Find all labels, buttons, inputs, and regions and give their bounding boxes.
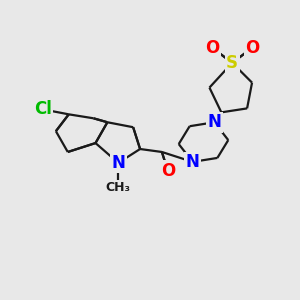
Text: N: N <box>208 113 221 131</box>
Text: O: O <box>245 39 259 57</box>
Text: O: O <box>161 162 175 180</box>
Text: N: N <box>186 153 200 171</box>
Text: S: S <box>226 54 238 72</box>
Text: N: N <box>111 154 125 172</box>
Text: O: O <box>205 39 220 57</box>
Text: Cl: Cl <box>34 100 52 118</box>
Text: CH₃: CH₃ <box>106 181 131 194</box>
